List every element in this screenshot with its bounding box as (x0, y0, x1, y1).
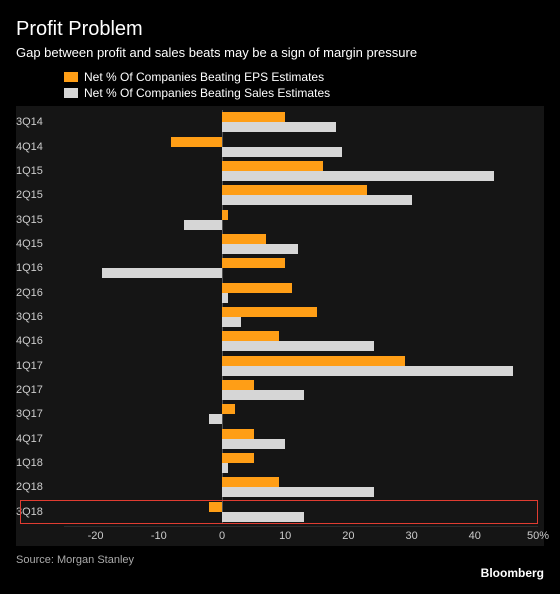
bar-sales (222, 341, 374, 351)
bar-row: 1Q18 (64, 453, 538, 473)
bar-row: 4Q15 (64, 234, 538, 254)
y-axis-label: 4Q17 (16, 433, 60, 445)
x-axis-tick: 40 (469, 530, 481, 542)
bar-sales (222, 147, 342, 157)
y-axis-label: 4Q15 (16, 238, 60, 250)
bar-sales (209, 414, 222, 424)
legend-label-eps: Net % Of Companies Beating EPS Estimates (84, 70, 324, 84)
bar-eps (222, 356, 405, 366)
bar-sales (222, 366, 513, 376)
y-axis-label: 2Q17 (16, 384, 60, 396)
bar-sales (222, 317, 241, 327)
legend-label-sales: Net % Of Companies Beating Sales Estimat… (84, 86, 330, 100)
bar-row: 2Q15 (64, 185, 538, 205)
bar-row: 2Q18 (64, 477, 538, 497)
bar-eps (222, 210, 228, 220)
y-axis-label: 4Q16 (16, 335, 60, 347)
legend-item-sales: Net % Of Companies Beating Sales Estimat… (64, 86, 544, 100)
brand-watermark: Bloomberg (481, 566, 544, 580)
bar-eps (171, 137, 222, 147)
x-axis-tick: 30 (405, 530, 417, 542)
y-axis-label: 2Q16 (16, 287, 60, 299)
bar-eps (222, 185, 367, 195)
bar-eps (222, 429, 254, 439)
y-axis-label: 3Q14 (16, 116, 60, 128)
bar-sales (102, 268, 222, 278)
bar-eps (222, 161, 323, 171)
bar-row: 3Q18 (64, 502, 538, 522)
legend-swatch-eps (64, 72, 78, 82)
bar-eps (222, 404, 235, 414)
x-axis-tick: 0 (219, 530, 225, 542)
bar-eps (222, 477, 279, 487)
y-axis-label: 3Q18 (16, 506, 60, 518)
bar-sales (222, 171, 494, 181)
bar-sales (222, 439, 285, 449)
bar-sales (184, 220, 222, 230)
legend-item-eps: Net % Of Companies Beating EPS Estimates (64, 70, 544, 84)
bar-eps (222, 331, 279, 341)
bar-eps (222, 112, 285, 122)
bar-eps (222, 283, 292, 293)
x-axis-tick: 10 (279, 530, 291, 542)
y-axis-label: 1Q18 (16, 457, 60, 469)
x-axis-tick: 50% (527, 530, 549, 542)
bar-eps (222, 258, 285, 268)
bar-row: 1Q16 (64, 258, 538, 278)
y-axis-label: 4Q14 (16, 141, 60, 153)
bar-row: 2Q17 (64, 380, 538, 400)
bar-eps (222, 234, 266, 244)
bars-layer: 3Q14 4Q14 1Q15 2Q15 3Q15 4Q15 1Q16 2Q16 3Q16 4Q16… (64, 110, 538, 524)
bar-sales (222, 122, 336, 132)
y-axis-label: 1Q16 (16, 262, 60, 274)
bar-row: 3Q15 (64, 210, 538, 230)
bar-row: 1Q15 (64, 161, 538, 181)
x-axis-tick: 20 (342, 530, 354, 542)
y-axis-label: 1Q17 (16, 360, 60, 372)
bar-row: 4Q17 (64, 429, 538, 449)
bar-row: 3Q17 (64, 404, 538, 424)
bar-sales (222, 390, 304, 400)
y-axis-label: 3Q16 (16, 311, 60, 323)
y-axis-label: 3Q17 (16, 408, 60, 420)
source-text: Source: Morgan Stanley (16, 554, 544, 566)
bar-sales (222, 512, 304, 522)
bar-sales (222, 244, 298, 254)
y-axis-label: 3Q15 (16, 214, 60, 226)
legend-swatch-sales (64, 88, 78, 98)
chart-subtitle: Gap between profit and sales beats may b… (16, 45, 544, 60)
y-axis-label: 1Q15 (16, 165, 60, 177)
bar-row: 4Q16 (64, 331, 538, 351)
chart-title: Profit Problem (16, 18, 544, 41)
y-axis-label: 2Q15 (16, 189, 60, 201)
bar-row: 2Q16 (64, 283, 538, 303)
bar-row: 3Q14 (64, 112, 538, 132)
bar-sales (222, 195, 412, 205)
bar-eps (209, 502, 222, 512)
plot-area: 3Q14 4Q14 1Q15 2Q15 3Q15 4Q15 1Q16 2Q16 3Q16 4Q16… (16, 106, 544, 546)
legend: Net % Of Companies Beating EPS Estimates… (64, 70, 544, 100)
bar-eps (222, 380, 254, 390)
x-axis-tick: -10 (151, 530, 167, 542)
bar-row: 1Q17 (64, 356, 538, 376)
bar-sales (222, 463, 228, 473)
bar-row: 4Q14 (64, 137, 538, 157)
chart-container: Profit Problem Gap between profit and sa… (0, 0, 560, 594)
bar-sales (222, 293, 228, 303)
bar-eps (222, 307, 317, 317)
y-axis-label: 2Q18 (16, 481, 60, 493)
bar-row: 3Q16 (64, 307, 538, 327)
x-axis: -20-1001020304050% (64, 526, 538, 546)
bar-sales (222, 487, 374, 497)
bar-eps (222, 453, 254, 463)
x-axis-tick: -20 (88, 530, 104, 542)
